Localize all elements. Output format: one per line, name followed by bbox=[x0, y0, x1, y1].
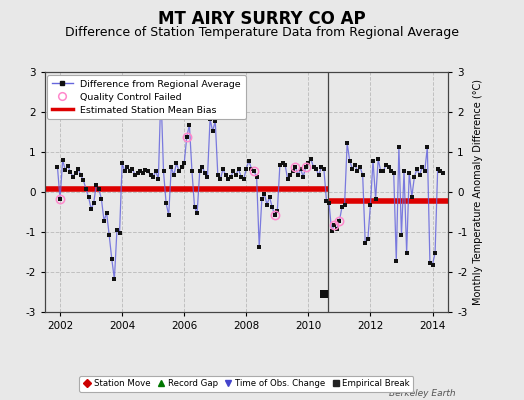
Text: Difference of Station Temperature Data from Regional Average: Difference of Station Temperature Data f… bbox=[65, 26, 459, 39]
Legend: Station Move, Record Gap, Time of Obs. Change, Empirical Break: Station Move, Record Gap, Time of Obs. C… bbox=[79, 376, 413, 392]
Legend: Difference from Regional Average, Quality Control Failed, Estimated Station Mean: Difference from Regional Average, Qualit… bbox=[47, 75, 246, 119]
Text: MT AIRY SURRY CO AP: MT AIRY SURRY CO AP bbox=[158, 10, 366, 28]
Y-axis label: Monthly Temperature Anomaly Difference (°C): Monthly Temperature Anomaly Difference (… bbox=[473, 79, 483, 305]
Text: Berkeley Earth: Berkeley Earth bbox=[389, 389, 456, 398]
